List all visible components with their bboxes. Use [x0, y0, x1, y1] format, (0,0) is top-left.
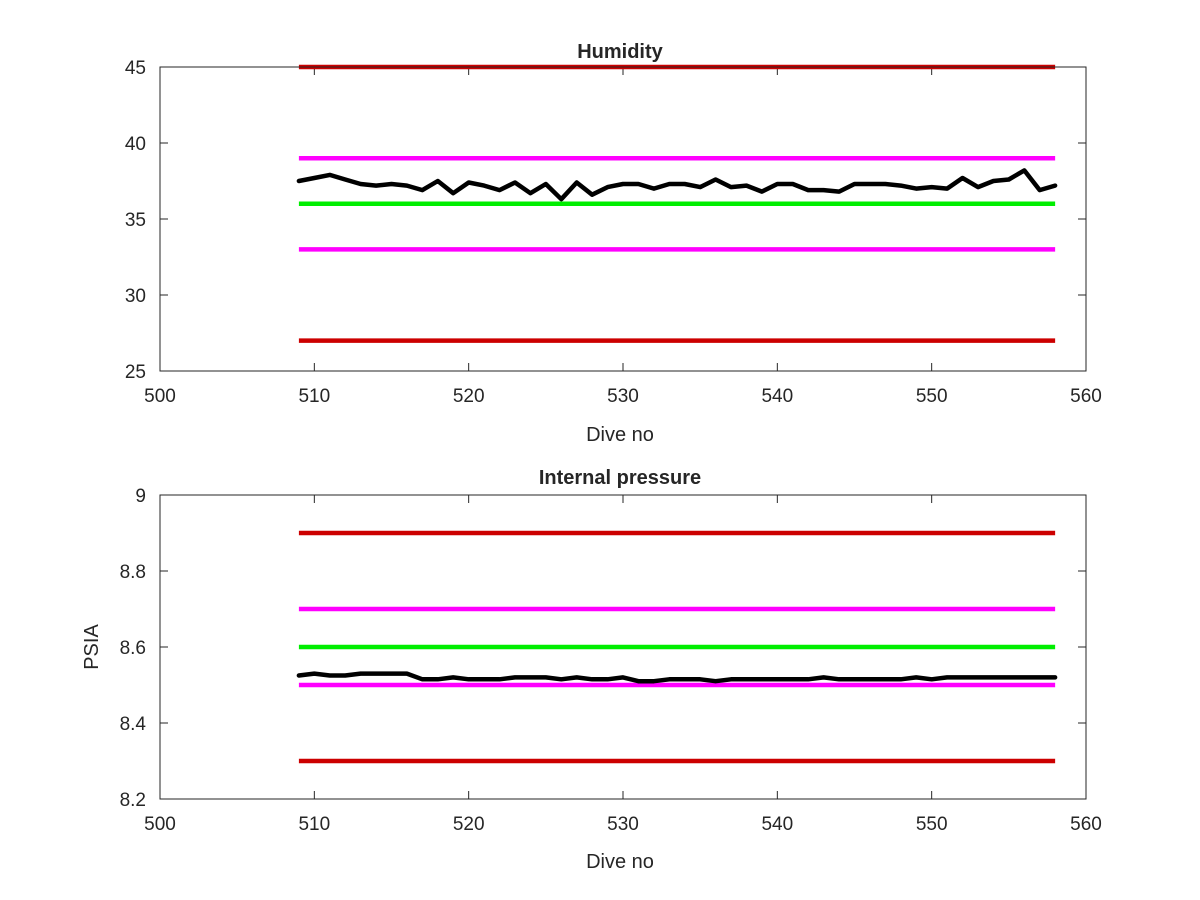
humidity-axes-area	[160, 67, 1086, 371]
pressure-x-tick-label: 520	[453, 814, 485, 835]
humidity-x-tick-label: 550	[916, 386, 948, 407]
humidity-x-tick-label: 520	[453, 386, 485, 407]
pressure-x-tick-label: 560	[1070, 814, 1102, 835]
humidity-x-axis-label: Dive no	[586, 424, 654, 446]
humidity-x-tick-label: 530	[607, 386, 639, 407]
pressure-x-tick-label: 540	[761, 814, 793, 835]
humidity-title: Humidity	[577, 41, 663, 63]
pressure-plot: Internal pressure Dive no PSIA 500 510 520…	[81, 467, 1102, 873]
humidity-axes-box	[159, 66, 1087, 372]
humidity-x-tick-label: 560	[1070, 386, 1102, 407]
humidity-plot: Humidity Dive no 500 510 520 530 540 550 560 25…	[125, 41, 1102, 446]
humidity-y-tick-label: 45	[125, 58, 146, 79]
pressure-x-tick-label: 550	[916, 814, 948, 835]
pressure-y-tick-label: 9	[135, 486, 146, 507]
pressure-title: Internal pressure	[539, 467, 701, 489]
humidity-x-tick-label: 510	[298, 386, 330, 407]
pressure-y-tick-label: 8.6	[120, 638, 146, 659]
pressure-x-tick-label: 530	[607, 814, 639, 835]
humidity-y-tick-label: 30	[125, 286, 146, 307]
pressure-plot-marks: 500 510 520 530 540 550 560 8.2 8.4 8.6 8.8 9	[120, 486, 1102, 835]
pressure-y-axis-label: PSIA	[81, 624, 103, 670]
pressure-y-tick-label: 8.4	[120, 714, 147, 735]
humidity-y-tick-label: 25	[125, 362, 146, 383]
humidity-data-series-line	[296, 168, 1058, 202]
pressure-x-tick-label: 510	[298, 814, 330, 835]
humidity-x-tick-label: 540	[761, 386, 793, 407]
pressure-axes-box	[159, 494, 1087, 800]
pressure-y-tick-label: 8.8	[120, 562, 146, 583]
humidity-x-tick-label: 500	[144, 386, 176, 407]
humidity-y-tick-label: 40	[125, 134, 146, 155]
pressure-y-tick-label: 8.2	[120, 790, 146, 811]
humidity-y-tick-label: 35	[125, 210, 146, 231]
pressure-x-tick-label: 500	[144, 814, 176, 835]
pressure-x-axis-label: Dive no	[586, 851, 654, 873]
pressure-data-series-line	[296, 671, 1058, 684]
